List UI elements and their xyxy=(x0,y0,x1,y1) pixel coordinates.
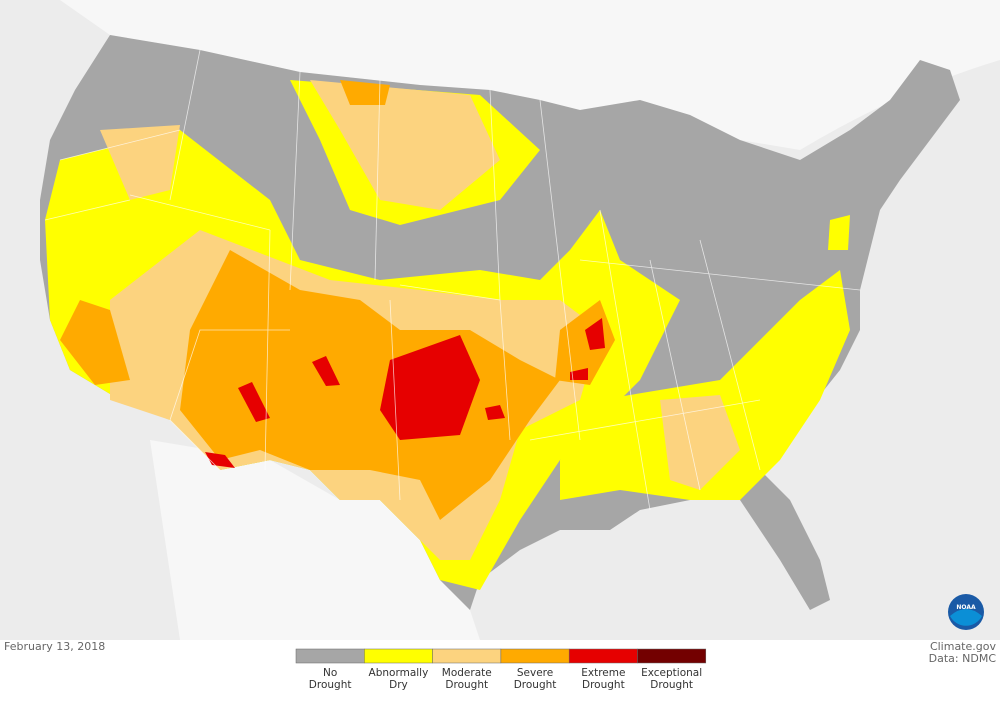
legend-label: No xyxy=(323,667,337,679)
legend-label: Dry xyxy=(389,679,408,691)
legend-swatch xyxy=(432,648,502,664)
noaa-logo: NOAA xyxy=(948,594,984,630)
date: February 13, 2018 xyxy=(4,640,105,653)
legend-label: Drought xyxy=(514,679,557,691)
moderate-drought-area xyxy=(310,80,500,210)
legend-label: Abnormally xyxy=(369,667,429,679)
legend-label: Severe xyxy=(517,667,553,679)
legend-label: Exceptional xyxy=(641,667,702,679)
mexico xyxy=(150,440,480,640)
extreme-drought-area xyxy=(238,382,270,422)
extreme-drought-area xyxy=(485,405,505,420)
legend-swatch xyxy=(364,648,433,664)
legend-label: Drought xyxy=(650,679,693,691)
extreme-drought-area xyxy=(570,368,588,380)
legend-label: Moderate xyxy=(442,667,492,679)
legend-swatch xyxy=(637,648,707,664)
legend-label: Drought xyxy=(309,679,352,691)
legend-label: Extreme xyxy=(581,667,625,679)
state-lines xyxy=(44,49,861,511)
moderate-drought-area xyxy=(100,125,180,200)
extreme-drought-area xyxy=(205,452,235,468)
legend-label: Drought xyxy=(445,679,488,691)
legend-swatch xyxy=(295,648,365,664)
severe-drought-area xyxy=(340,80,390,105)
canada xyxy=(0,0,1000,150)
us-map xyxy=(40,35,960,610)
extreme-drought-area xyxy=(380,335,480,440)
credit-data: Data: NDMC xyxy=(929,652,997,665)
moderate-drought-area xyxy=(660,395,740,490)
legend-swatch xyxy=(568,648,638,664)
abnormally-dry-area xyxy=(828,215,850,250)
extreme-drought-area xyxy=(585,318,605,350)
extreme-drought-area xyxy=(312,356,340,386)
credit-source: Climate.gov xyxy=(930,640,997,653)
legend-label: Drought xyxy=(582,679,625,691)
logo-wave xyxy=(950,609,982,626)
legend: NoDroughtAbnormallyDryModerateDroughtSev… xyxy=(295,648,707,691)
abnormally-dry-area xyxy=(560,270,850,500)
severe-drought-area xyxy=(60,300,130,385)
logo-text: NOAA xyxy=(956,604,976,611)
legend-swatch xyxy=(500,648,570,664)
severe-drought-area xyxy=(180,250,560,520)
